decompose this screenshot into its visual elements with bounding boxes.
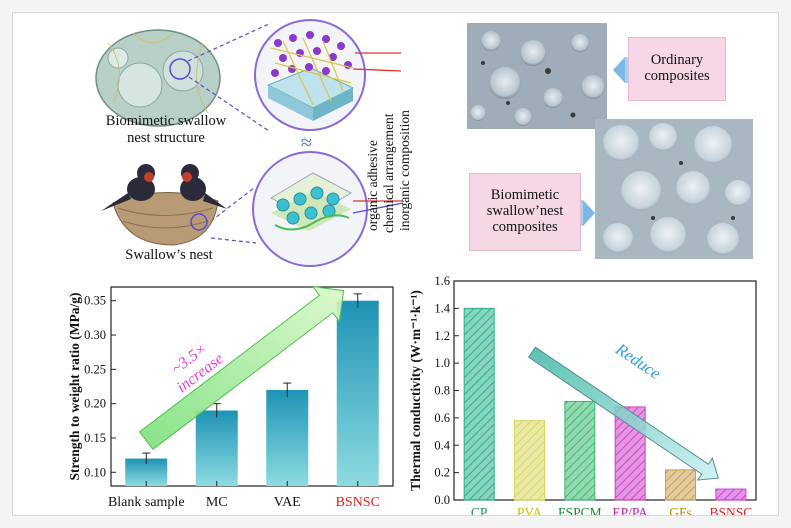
y-tick-label: 0.15 xyxy=(84,431,106,445)
y-tick-label: 0.8 xyxy=(434,384,450,398)
x-tick-label: CP xyxy=(471,505,488,515)
bar xyxy=(564,400,596,501)
y-tick-label: 0.4 xyxy=(434,438,450,452)
ordinary-line1: Ordinary xyxy=(650,52,704,69)
biomimetic-line2: swallow’nest xyxy=(486,203,564,220)
reduce-annotation: Reduce xyxy=(611,339,664,384)
ordinary-line2: composites xyxy=(644,68,710,84)
x-tick-label: GFs xyxy=(669,505,692,515)
strength-chart: 0.10 0.15 0.20 0.25 0.30 0.35 Blank sample MC VA… xyxy=(67,285,394,510)
bar xyxy=(514,420,545,501)
biomimetic-composites-box: Biomimetic swallow’nest composites xyxy=(469,173,581,251)
increase-arrow xyxy=(138,285,345,451)
y-tick-label: 0.20 xyxy=(84,397,106,411)
y-tick-label: 0.10 xyxy=(84,465,106,479)
x-tick-label: FSPCM xyxy=(558,505,602,515)
nest-structure-label-line1: Biomimetic swallow xyxy=(105,113,227,129)
bar xyxy=(463,307,495,501)
swallow-nest-label: Swallow’s nest xyxy=(125,247,213,263)
y-tick-label: 1.2 xyxy=(434,329,450,343)
y-tick-label: 0.25 xyxy=(84,362,106,376)
y-tick-label: 1.6 xyxy=(434,274,450,288)
y-tick-label: 0.2 xyxy=(434,466,450,480)
reduce-arrow xyxy=(527,346,719,481)
x-tick-label: Blank sample xyxy=(108,495,185,510)
x-tick-label: VAE xyxy=(274,495,301,510)
thermal-chart: 0.0 0.2 0.4 0.6 0.8 1.0 1.2 1.4 1.6 CP PVA FSPCM EP/… xyxy=(408,274,757,515)
nest-structure-illustration: ≈ xyxy=(95,19,404,267)
wave-symbol: ≈ xyxy=(301,132,312,154)
swallow-nest-icon xyxy=(112,191,219,246)
swallow-bird-icon xyxy=(101,164,155,211)
bar xyxy=(336,300,379,486)
x-tick-label: EP/PA xyxy=(612,505,648,515)
bar xyxy=(266,389,309,486)
y-tick-label: 0.35 xyxy=(84,294,106,308)
bar xyxy=(195,410,238,486)
x-tick-label: BSNSC xyxy=(709,505,752,515)
y-tick-label: 1.0 xyxy=(434,356,450,370)
x-tick-label: BSNSC xyxy=(336,495,380,510)
biomimetic-line3: composites xyxy=(492,218,558,235)
y-axis-label: Thermal conductivity (W·m⁻¹·k⁻¹) xyxy=(408,290,423,491)
bar xyxy=(665,469,696,501)
plot-frame xyxy=(110,286,394,487)
y-tick-label: 0.30 xyxy=(84,328,106,342)
y-tick-label: 0.0 xyxy=(434,493,450,507)
x-tick-label: PVA xyxy=(517,505,543,515)
x-tick-label: MC xyxy=(206,495,228,510)
ordinary-pointer xyxy=(613,57,625,83)
nest-structure-label: Biomimetic swallow nest structure xyxy=(91,113,241,147)
y-tick-label: 1.4 xyxy=(434,301,450,315)
ordinary-composites-box: Ordinary composites xyxy=(628,37,726,101)
biomimetic-line1: Biomimetic xyxy=(490,187,560,204)
figure-frame: ≈ Biomimetic swallow xyxy=(12,12,779,516)
swallow-bird-icon xyxy=(180,164,227,209)
y-tick-label: 0.6 xyxy=(434,411,450,425)
bar xyxy=(715,488,747,501)
micrograph-panels xyxy=(467,23,753,259)
biomimetic-pointer xyxy=(583,200,595,226)
y-axis-label: Strength to weight ratio (MPa/g) xyxy=(67,293,82,481)
nest-structure-label-line2: nest structure xyxy=(127,130,205,146)
